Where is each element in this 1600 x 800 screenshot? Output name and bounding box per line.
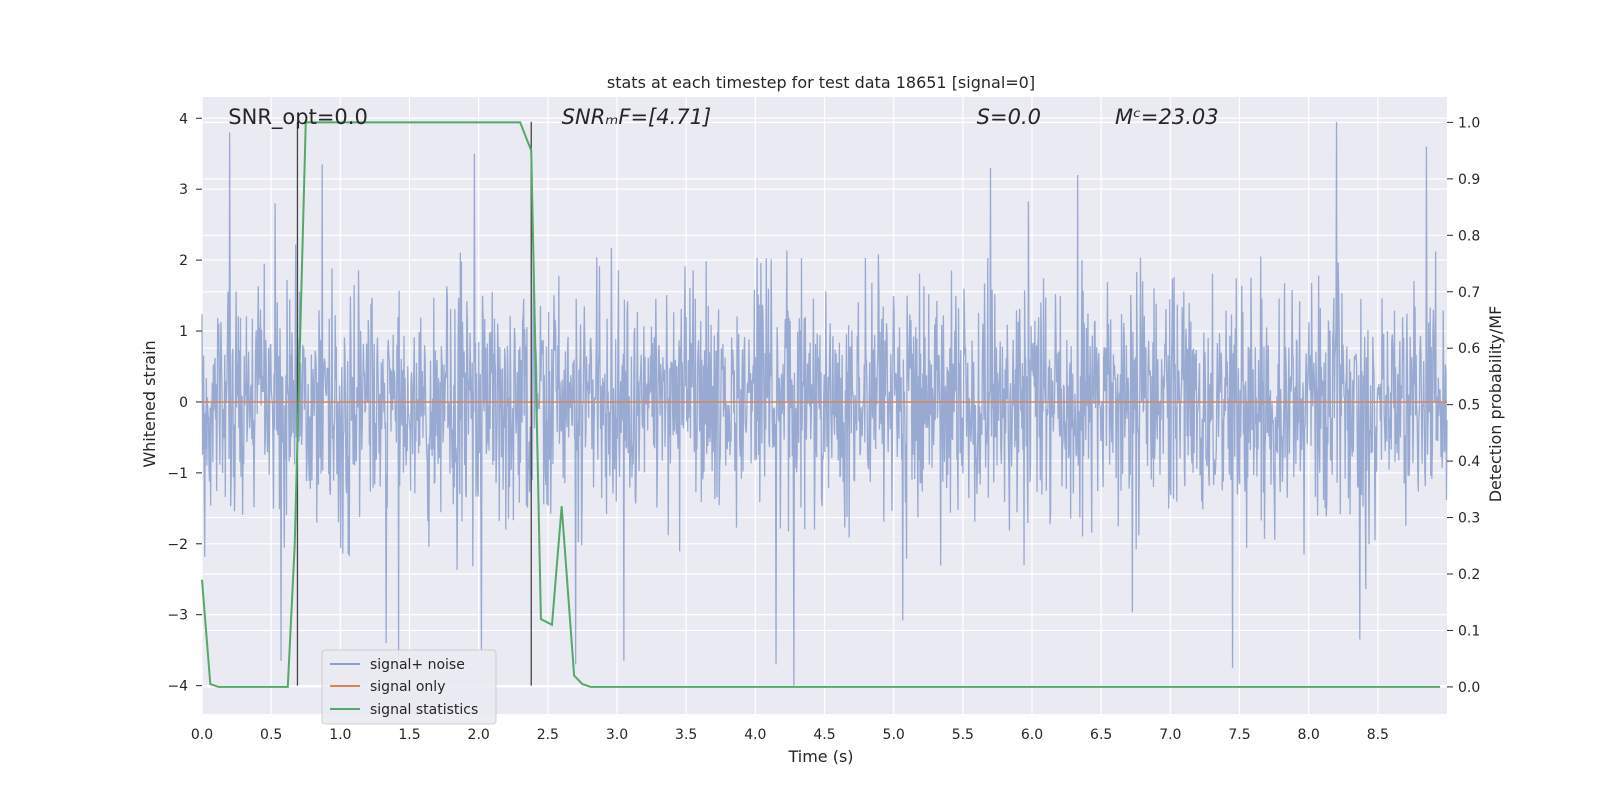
x-tick-label: 3.0 [606,727,628,743]
y2-tick-label: 0.9 [1458,172,1480,188]
y2-tick-label: 0.0 [1458,680,1480,696]
x-tick-label: 2.0 [468,727,490,743]
y-tick-label: −1 [167,466,188,482]
x-tick-label: 7.5 [1228,727,1250,743]
y2-tick-label: 1.0 [1458,115,1480,131]
y-axis-ticks: 4 3 2 1 0 −1 −2 −3 −4 [167,111,202,695]
annotation-mc: Mᶜ=23.03 [1115,105,1219,129]
y2-tick-label: 0.3 [1458,511,1480,527]
lines-layer [201,121,1447,688]
y-tick-label: 4 [179,111,188,127]
y2-tick-label: 0.5 [1458,398,1480,414]
annotation-s: S=0.0 [977,105,1041,129]
y2-tick-label: 0.2 [1458,567,1480,583]
y-tick-label: 3 [179,182,188,198]
x-tick-label: 5.0 [883,727,905,743]
x-tick-label: 0.5 [260,727,282,743]
y2-tick-label: 0.1 [1458,623,1480,639]
x-tick-label: 4.5 [813,727,835,743]
x-tick-label: 6.0 [1021,727,1043,743]
y-tick-label: 0 [179,395,188,411]
chart-title: stats at each timestep for test data 186… [607,73,1035,92]
legend-box [321,649,497,725]
x-tick-label: 1.0 [329,727,351,743]
x-tick-label: 4.0 [744,727,766,743]
y-tick-label: −4 [167,679,188,695]
x-tick-label: 8.0 [1298,727,1320,743]
x-tick-label: 3.5 [675,727,697,743]
series-signal-noise-line [201,121,1448,686]
x-tick-label: 5.5 [952,727,974,743]
y-tick-label: −2 [167,537,188,553]
x-tick-label: 0.0 [191,727,213,743]
legend-label-signal-statistics: signal statistics [370,702,478,718]
noise-layer [201,121,1448,686]
annotation-snr-mf: SNRₘF=[4.71] [562,105,712,129]
legend-label-signal-noise: signal+ noise [370,657,465,673]
y-tick-label: 2 [179,253,188,269]
x-tick-label: 8.5 [1367,727,1389,743]
x-axis-ticks: 0.0 0.5 1.0 1.5 2.0 2.5 3.0 3.5 4.0 4.5 5.0 5.5 6.0 6… [191,727,1389,743]
y2-tick-label: 0.4 [1458,454,1480,470]
x-tick-label: 2.5 [537,727,559,743]
x-axis-label: Time (s) [787,747,853,766]
y2-tick-label: 0.6 [1458,341,1480,357]
x-tick-label: 1.5 [398,727,420,743]
y2-tick-label: 0.8 [1458,228,1480,244]
y-tick-label: −3 [167,608,188,624]
y-axis-label: Whitened strain [140,340,159,467]
x-tick-label: 6.5 [1090,727,1112,743]
legend-label-signal-only: signal only [370,679,445,695]
series-signal-statistics-line [201,121,1441,688]
y-tick-label: 1 [179,324,188,340]
y2-axis-ticks: 1.0 0.9 0.8 0.7 0.6 0.5 0.4 0.3 0.2 0.1 0.0 [1447,115,1480,696]
annotation-snr-opt: SNR_opt=0.0 [228,105,368,130]
x-tick-label: 7.0 [1159,727,1181,743]
annotations: SNR_opt=0.0 SNRₘF=[4.71] S=0.0 Mᶜ=23.03 [228,105,1218,130]
y2-tick-label: 0.7 [1458,285,1480,301]
y2-axis-label: Detection probability/MF [1486,306,1505,503]
legend: signal+ noise signal only signal statist… [321,649,497,725]
